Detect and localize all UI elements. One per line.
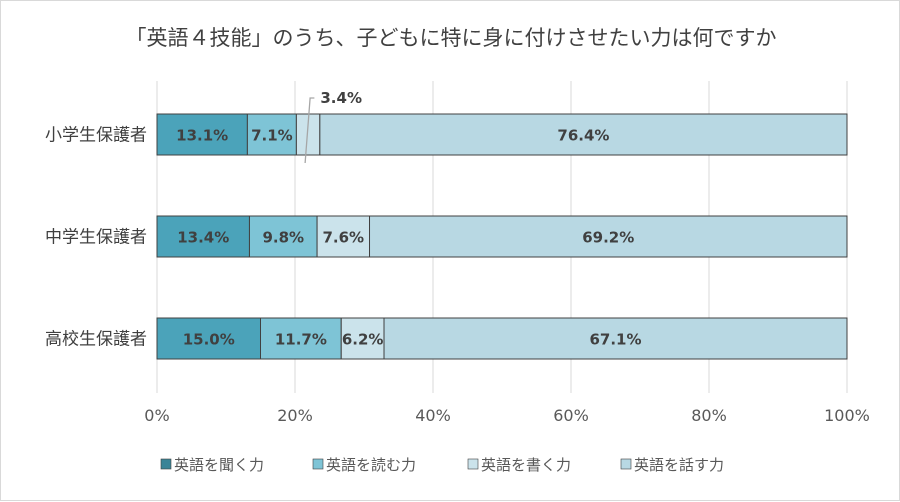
legend-swatch	[467, 458, 479, 470]
bar-segment	[156, 215, 250, 258]
category-label: 小学生保護者	[45, 126, 147, 146]
legend-label: 英語を読む力	[326, 456, 416, 474]
bar-segment	[248, 215, 318, 258]
x-tick-label: 40%	[415, 406, 451, 425]
bar-segment	[369, 215, 848, 258]
legend-label: 英語を書く力	[481, 456, 571, 474]
legend-label: 英語を聞く力	[174, 456, 264, 474]
data-label: 11.7%	[275, 331, 327, 349]
data-label: 13.1%	[176, 127, 228, 145]
chart-title: 「英語４技能」のうち、子どもに特に身に付けさせたい力は何ですか	[126, 26, 777, 50]
bar-segment	[260, 317, 342, 360]
x-tick-label: 20%	[277, 406, 313, 425]
data-label: 7.1%	[251, 127, 293, 145]
data-label: 7.6%	[322, 229, 364, 247]
category-label: 中学生保護者	[45, 228, 147, 248]
legend-swatch	[312, 458, 324, 470]
data-label: 9.8%	[262, 229, 304, 247]
legend-label: 英語を話す力	[634, 456, 724, 474]
leader-line	[304, 97, 315, 164]
bar-segment	[156, 317, 261, 360]
data-label: 67.1%	[589, 331, 641, 349]
data-label: 6.2%	[342, 331, 384, 349]
bar-segment	[156, 113, 248, 156]
x-tick-label: 0%	[144, 406, 169, 425]
bar-segment	[316, 215, 371, 258]
data-label: 15.0%	[183, 331, 235, 349]
bar-segment	[383, 317, 848, 360]
x-tick-label: 80%	[691, 406, 727, 425]
bar-segment	[340, 317, 385, 360]
category-label: 高校生保護者	[45, 330, 147, 350]
bar-segment	[319, 113, 848, 156]
legend-swatch	[620, 458, 632, 470]
data-label: 3.4%	[320, 89, 362, 107]
legend-swatch	[160, 458, 172, 470]
data-label: 69.2%	[582, 229, 634, 247]
x-tick-label: 100%	[824, 406, 870, 425]
x-tick-label: 60%	[553, 406, 589, 425]
data-label: 13.4%	[177, 229, 229, 247]
data-label: 76.4%	[557, 127, 609, 145]
